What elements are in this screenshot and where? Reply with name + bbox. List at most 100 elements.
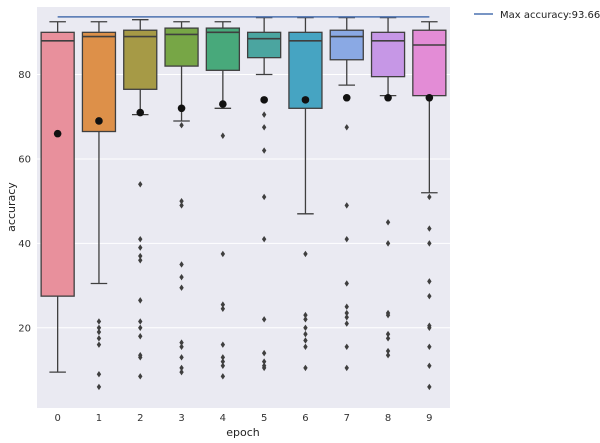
outlier-point	[427, 278, 432, 285]
outlier-point	[138, 181, 143, 188]
box-epoch-3	[164, 21, 199, 376]
outlier-point	[427, 362, 432, 369]
outlier-point	[303, 316, 308, 323]
legend: Max accuracy:93.66%	[474, 10, 600, 21]
outlier-point	[261, 316, 267, 323]
outlier-point	[138, 354, 143, 361]
outlier-point	[179, 354, 184, 361]
y-tick-labels: 20 40 60 80	[18, 70, 31, 334]
y-tick-label: 40	[18, 239, 31, 250]
outlier-point	[220, 358, 226, 365]
outlier-point	[385, 347, 391, 355]
x-axis-label: epoch	[226, 426, 260, 439]
box-iqr	[123, 29, 158, 90]
outlier-point	[220, 301, 226, 308]
outlier-point	[303, 311, 308, 319]
outlier-point	[344, 202, 349, 209]
outlier-point	[96, 318, 102, 325]
box-iqr	[329, 29, 364, 61]
box-epoch-7	[329, 16, 364, 372]
outlier-point	[138, 244, 143, 251]
outlier-point	[138, 257, 143, 264]
outlier-point	[96, 335, 102, 342]
outlier-point	[179, 261, 184, 268]
outlier-point	[261, 235, 267, 243]
box-iqr	[370, 31, 406, 78]
outlier-point	[344, 309, 349, 317]
outlier-point	[138, 318, 143, 325]
box-iqr	[288, 31, 323, 109]
mean-point	[53, 129, 62, 138]
x-tick-label: 3	[178, 413, 184, 424]
outlier-point	[261, 111, 267, 118]
mean-point	[219, 100, 227, 108]
outlier-point	[427, 193, 432, 201]
outlier-point	[220, 373, 226, 380]
box-epoch-2	[123, 19, 158, 380]
box-epoch-4	[205, 21, 241, 380]
outlier-point	[385, 330, 391, 338]
y-tick-label: 80	[18, 70, 31, 81]
outlier-point	[344, 235, 349, 243]
outlier-point	[138, 252, 143, 260]
outlier-point	[344, 314, 349, 321]
outlier-point	[303, 324, 308, 331]
x-tick-label: 4	[220, 413, 226, 424]
x-tick-label: 7	[344, 413, 350, 424]
box-epoch-9	[412, 21, 447, 391]
outlier-point	[96, 341, 102, 348]
outlier-point	[344, 320, 349, 327]
outlier-point	[179, 368, 184, 376]
outlier-point	[261, 147, 267, 154]
box-iqr	[412, 29, 447, 97]
mean-point	[177, 104, 186, 113]
outlier-point	[303, 364, 308, 372]
legend-label: Max accuracy:93.66%	[500, 10, 600, 21]
outlier-point	[179, 202, 184, 209]
mean-point	[342, 93, 351, 102]
outlier-point	[344, 124, 349, 131]
outlier-point	[179, 197, 184, 205]
mean-point	[384, 93, 392, 102]
box-epoch-8	[370, 16, 406, 359]
x-tick-label: 8	[385, 413, 391, 424]
outlier-point	[427, 383, 432, 391]
outlier-point	[179, 284, 184, 291]
outlier-point	[96, 383, 102, 391]
outlier-point	[261, 349, 267, 357]
outlier-point	[427, 343, 432, 350]
outlier-point	[303, 343, 308, 350]
outlier-point	[138, 373, 143, 380]
x-tick-label: 5	[261, 413, 267, 424]
outlier-point	[220, 305, 226, 313]
outlier-point	[427, 324, 432, 331]
outlier-point	[179, 121, 184, 129]
box-iqr	[40, 31, 75, 297]
y-tick-label: 20	[18, 323, 31, 334]
box-epoch-0	[40, 21, 75, 373]
mean-point	[260, 96, 268, 104]
x-tick-labels: 0 1 2 3 4 5 6 7 8 9	[54, 413, 432, 424]
outlier-point	[96, 371, 102, 378]
outlier-point	[427, 292, 432, 300]
outlier-point	[220, 354, 226, 361]
box-iqr	[246, 31, 282, 59]
outlier-point	[138, 333, 143, 340]
outlier-point	[344, 343, 349, 350]
outlier-point	[385, 240, 391, 247]
outlier-point	[344, 303, 349, 310]
box-epoch-5	[246, 16, 282, 372]
outlier-point	[261, 364, 267, 372]
box-iqr	[205, 27, 241, 71]
box-epoch-1	[81, 21, 117, 391]
boxes	[40, 16, 447, 391]
outlier-point	[385, 352, 391, 359]
mean-point	[95, 117, 103, 125]
outlier-point	[303, 337, 308, 344]
outlier-point	[179, 339, 184, 346]
x-tick-label: 1	[96, 413, 102, 424]
y-axis-label: accuracy	[5, 182, 18, 232]
outlier-point	[344, 280, 349, 287]
outlier-point	[96, 324, 102, 331]
